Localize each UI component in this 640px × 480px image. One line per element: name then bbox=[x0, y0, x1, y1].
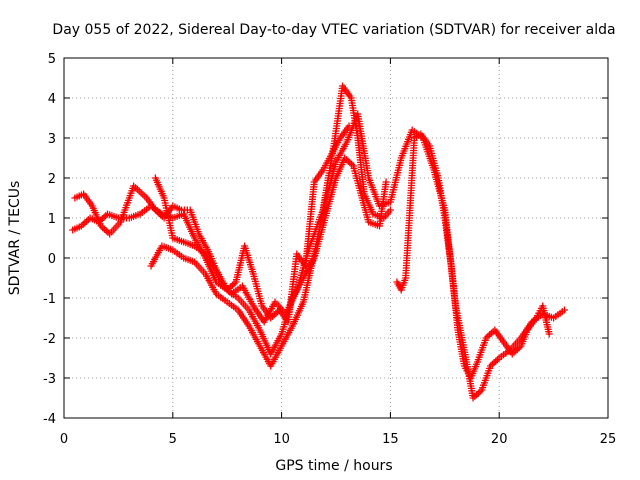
axis-ticks: 0 5 10 15 20 25 -4 -3 -2 -1 0 1 2 3 4 5 bbox=[43, 52, 616, 447]
data-points bbox=[69, 82, 568, 402]
data-point bbox=[345, 122, 353, 130]
x-tick-label: 0 bbox=[60, 432, 68, 447]
x-axis-label: GPS time / hours bbox=[275, 458, 392, 474]
plot-frame bbox=[63, 57, 609, 419]
data-point bbox=[386, 206, 394, 214]
x-tick-label: 10 bbox=[273, 432, 290, 447]
data-point bbox=[473, 391, 481, 399]
data-point bbox=[490, 359, 498, 367]
y-tick-label: -2 bbox=[43, 332, 56, 347]
x-tick-label: 15 bbox=[382, 432, 399, 447]
y-tick-label: 4 bbox=[48, 92, 56, 107]
y-tick-label: 1 bbox=[48, 212, 56, 227]
data-point bbox=[100, 225, 108, 233]
data-point bbox=[545, 330, 553, 338]
data-point bbox=[270, 311, 278, 319]
y-tick-label: -1 bbox=[43, 292, 56, 307]
x-tick-label: 25 bbox=[600, 432, 617, 447]
x-tick-label: 20 bbox=[491, 432, 508, 447]
data-point bbox=[493, 356, 501, 364]
y-axis-label: SDTVAR / TECUs bbox=[7, 181, 23, 296]
series-track-e bbox=[151, 122, 353, 326]
y-tick-label: 3 bbox=[48, 132, 56, 147]
data-point bbox=[382, 178, 390, 186]
series-track-d bbox=[393, 130, 553, 382]
data-point bbox=[346, 159, 354, 167]
y-tick-label: -3 bbox=[43, 372, 56, 387]
data-point bbox=[492, 357, 500, 365]
data-point bbox=[102, 227, 110, 235]
x-tick-label: 5 bbox=[169, 432, 177, 447]
chart-title: Day 055 of 2022, Sidereal Day-to-day VTE… bbox=[52, 22, 615, 38]
data-point bbox=[486, 331, 494, 339]
series-track-a bbox=[69, 154, 390, 358]
data-point bbox=[81, 219, 89, 227]
data-point bbox=[344, 157, 352, 165]
grid bbox=[64, 58, 608, 418]
data-point bbox=[487, 329, 495, 337]
y-tick-label: 5 bbox=[48, 52, 56, 67]
series-track-b bbox=[71, 82, 394, 326]
y-tick-label: 0 bbox=[48, 252, 56, 267]
y-tick-label: -4 bbox=[43, 412, 56, 427]
y-tick-label: 2 bbox=[48, 172, 56, 187]
data-point bbox=[228, 281, 236, 289]
data-point bbox=[560, 306, 568, 314]
